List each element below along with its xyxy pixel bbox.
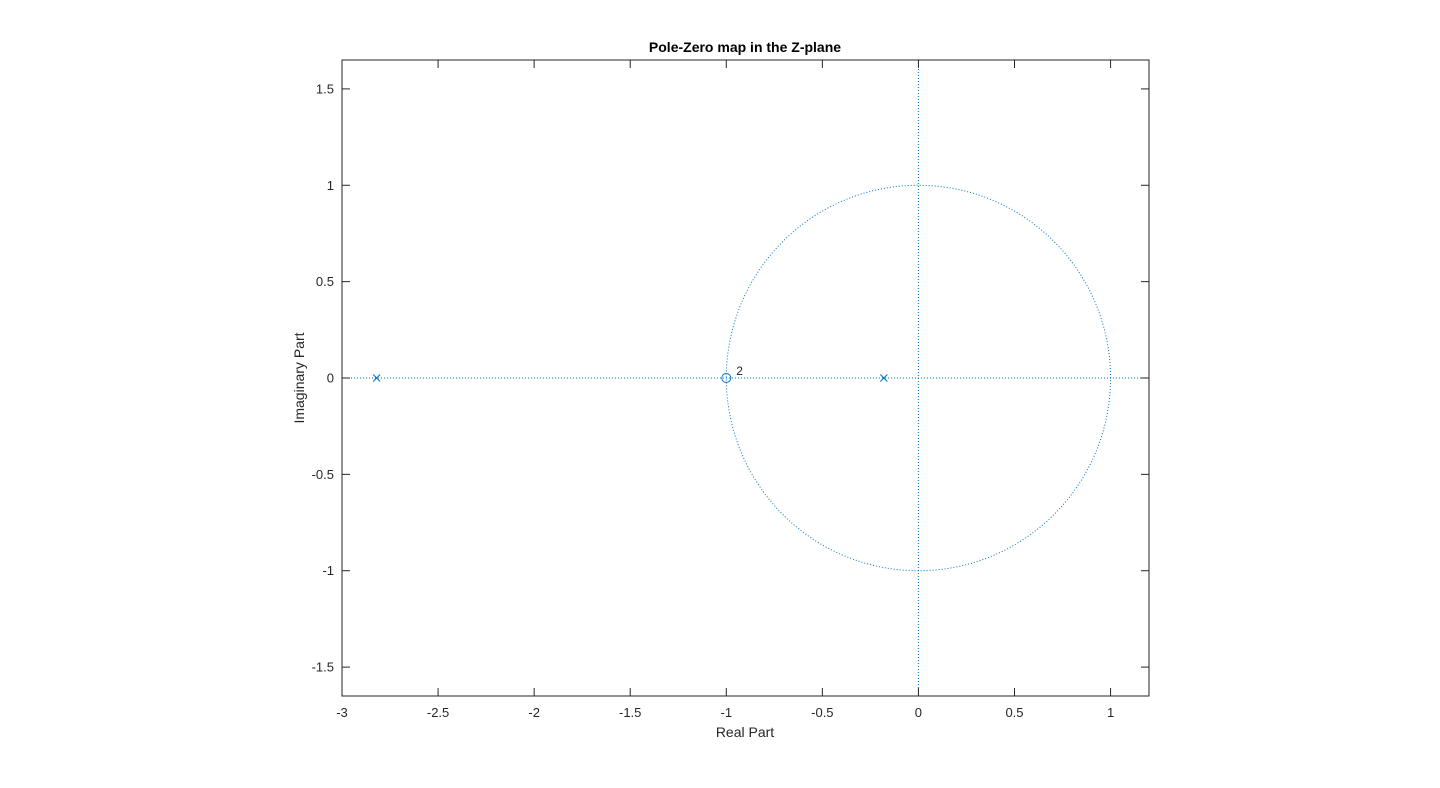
x-tick-label: -3 bbox=[336, 705, 348, 720]
pole-marker bbox=[372, 374, 381, 382]
x-tick-label: 0.5 bbox=[1005, 705, 1023, 720]
y-tick-label: 1.5 bbox=[316, 81, 334, 96]
x-tick-label: -2.5 bbox=[427, 705, 449, 720]
unit-circle bbox=[725, 184, 1112, 572]
plot-area bbox=[342, 60, 1149, 696]
pole-marker bbox=[879, 374, 888, 382]
y-tick-label: -1.5 bbox=[312, 660, 334, 675]
y-tick-label: 1 bbox=[327, 178, 334, 193]
reference-lines bbox=[342, 60, 1149, 696]
x-tick-label: 0 bbox=[915, 705, 922, 720]
y-tick-label: 0 bbox=[327, 371, 334, 386]
pole-zero-markers: 2 bbox=[372, 364, 888, 383]
y-tick-label: 0.5 bbox=[316, 274, 334, 289]
x-axis-ticks: -3 -2.5 -2 -1.5 -1 -0.5 0 0.5 1 bbox=[336, 60, 1114, 720]
x-tick-label: -0.5 bbox=[811, 705, 833, 720]
x-tick-label: -1 bbox=[721, 705, 733, 720]
y-axis-label: Imaginary Part bbox=[291, 332, 307, 423]
zero-multiplicity-label: 2 bbox=[736, 364, 743, 378]
x-tick-label: 1 bbox=[1107, 705, 1114, 720]
y-tick-label: -0.5 bbox=[312, 467, 334, 482]
zero-marker bbox=[721, 373, 732, 383]
x-tick-label: -1.5 bbox=[619, 705, 641, 720]
y-axis-ticks: 1.5 1 0.5 0 -0.5 -1 -1.5 bbox=[312, 81, 1149, 675]
x-tick-label: -2 bbox=[528, 705, 540, 720]
x-axis-label: Real Part bbox=[716, 724, 774, 740]
y-tick-label: -1 bbox=[322, 563, 334, 578]
chart-title: Pole-Zero map in the Z-plane bbox=[649, 39, 841, 55]
